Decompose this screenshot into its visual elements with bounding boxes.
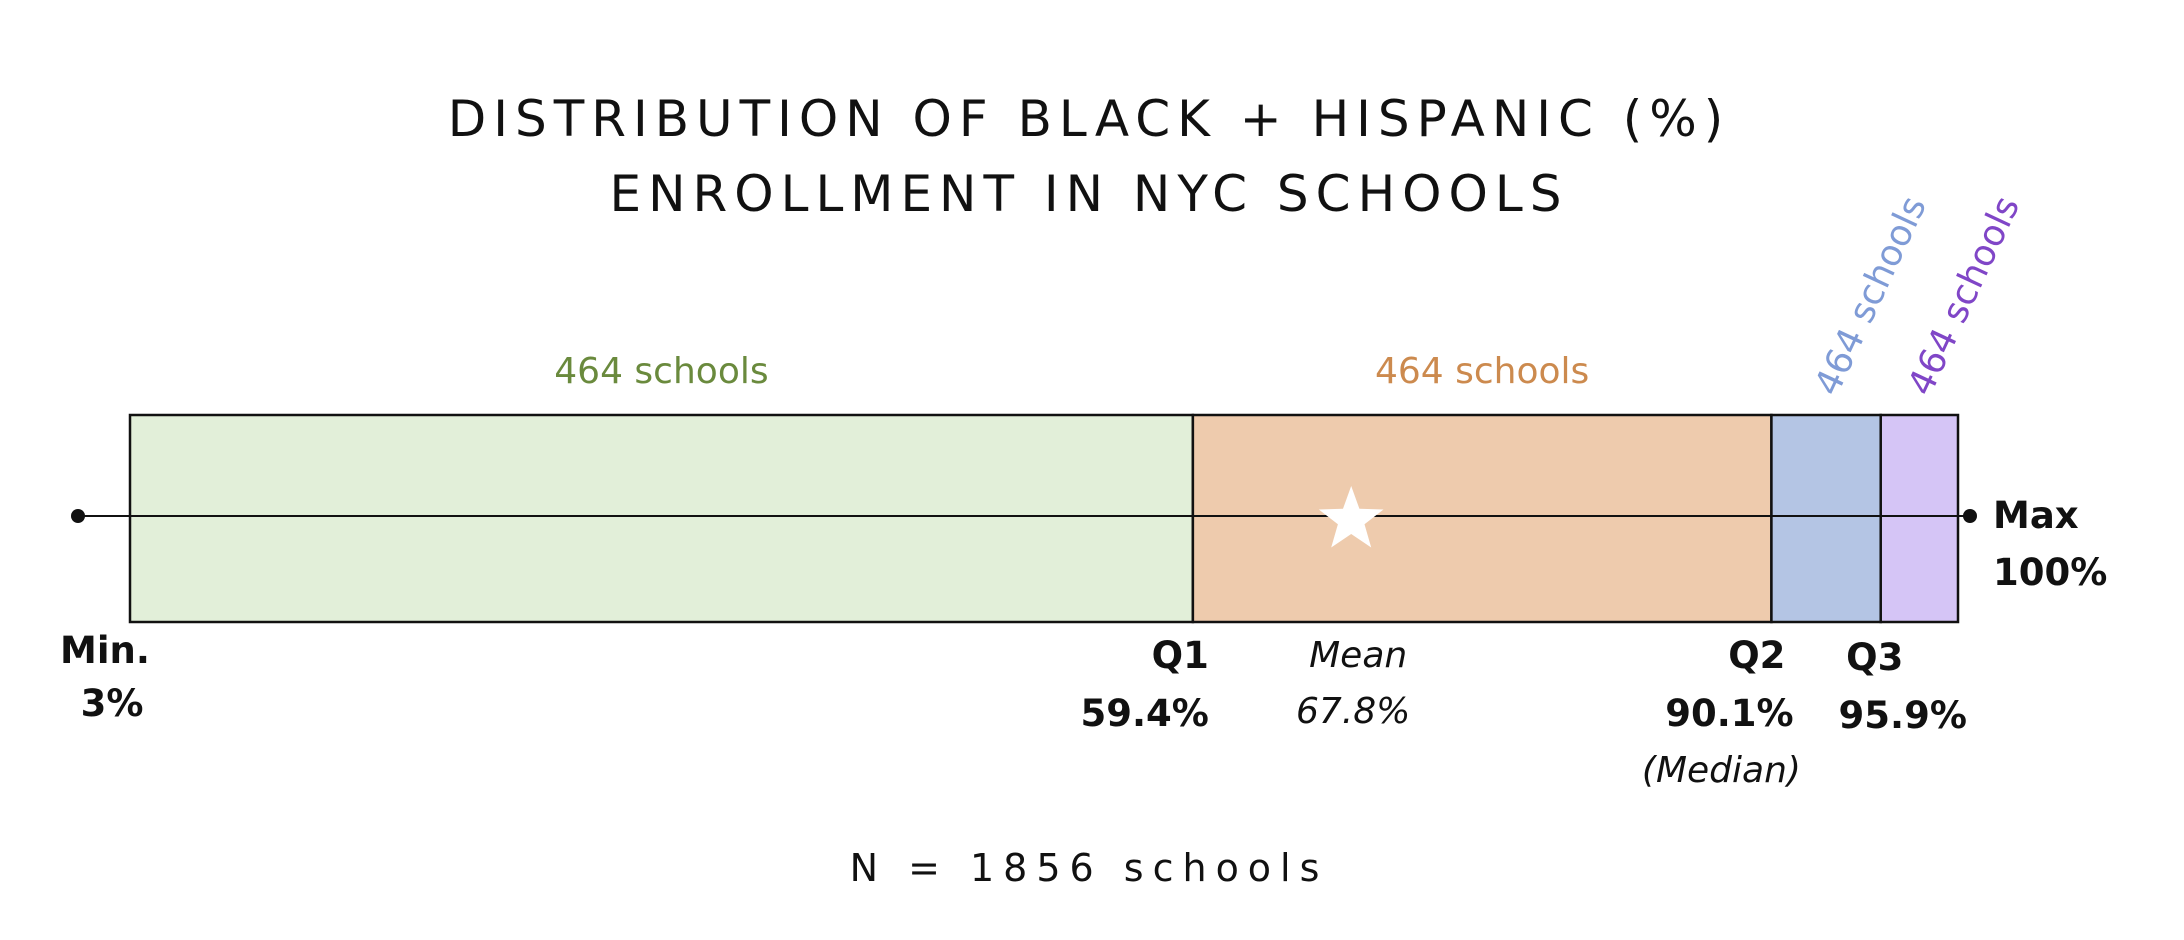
min-value: 3% xyxy=(81,682,144,725)
mean-label: Mean xyxy=(1309,635,1407,676)
min-label: Min. xyxy=(60,629,150,672)
q1-label: Q1 xyxy=(1152,634,1209,677)
segment-2-count-label: 464 schools xyxy=(1375,351,1589,392)
quartile-segment-1 xyxy=(128,413,1195,624)
chart-title-line-1: DISTRIBUTION OF BLACK + HISPANIC (%) xyxy=(448,90,1731,148)
q3-label: Q3 xyxy=(1846,636,1903,679)
segment-1-count-label: 464 schools xyxy=(554,351,768,392)
mean-star-icon xyxy=(1318,486,1384,548)
max-point xyxy=(1963,509,1977,523)
q3-value: 95.9% xyxy=(1839,694,1967,737)
max-label: Max xyxy=(1993,494,2079,537)
q2-value: 90.1% xyxy=(1665,692,1793,735)
sample-size-note: N = 1856 schools xyxy=(850,846,1329,890)
quartile-segment-3 xyxy=(1770,413,1882,624)
max-value: 100% xyxy=(1993,551,2107,594)
quartile-segment-4 xyxy=(1879,413,1960,624)
median-note: (Median) xyxy=(1642,750,1801,791)
mean-value: 67.8% xyxy=(1296,691,1410,732)
quartile-segment-2 xyxy=(1191,413,1773,624)
chart-title-line-2: ENROLLMENT IN NYC SCHOOLS xyxy=(610,165,1569,223)
q1-value: 59.4% xyxy=(1081,692,1209,735)
min-point xyxy=(71,509,85,523)
q2-label: Q2 xyxy=(1728,634,1785,677)
